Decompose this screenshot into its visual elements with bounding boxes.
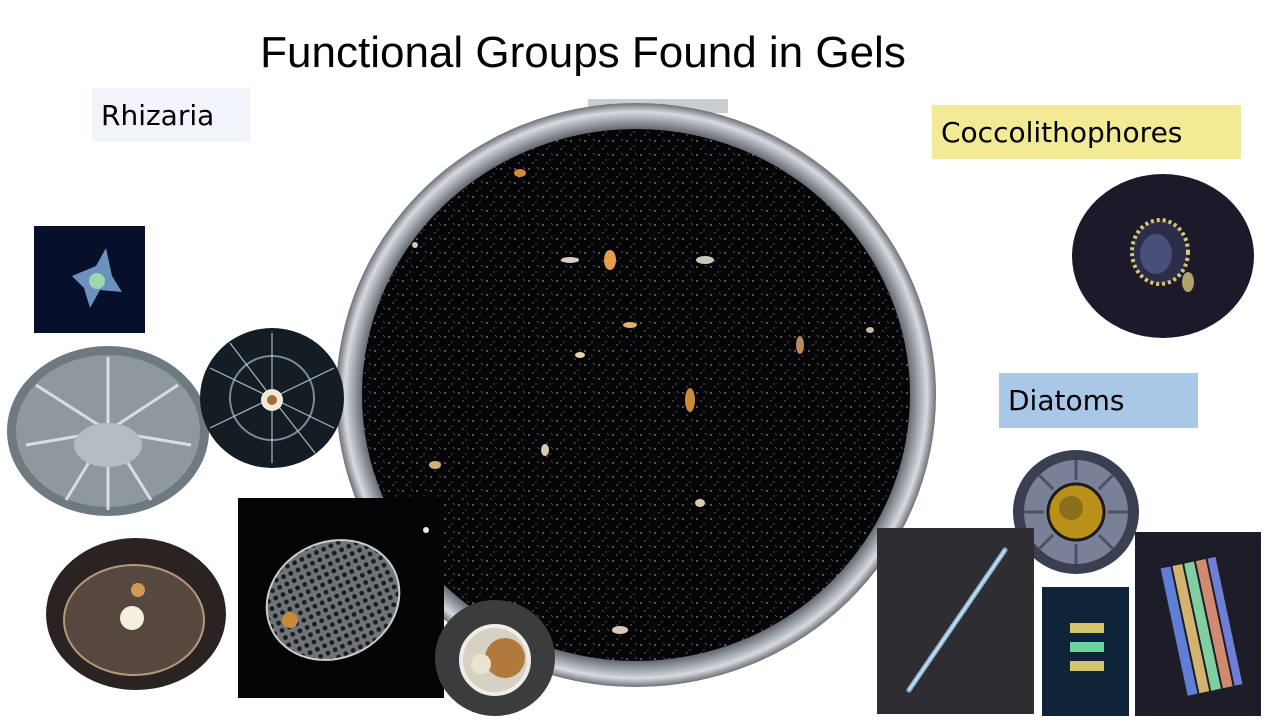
diatom-photo-3 (1042, 587, 1129, 716)
rhizaria-label: Rhizaria (92, 88, 250, 142)
rhizaria-photo-5 (238, 498, 444, 698)
petri-dish-image (336, 99, 936, 687)
rhizaria-photo-6 (435, 600, 555, 716)
rhizaria-photo-1 (34, 226, 145, 333)
diatoms-label: Diatoms (999, 373, 1198, 428)
rhizaria-photo-2 (7, 346, 209, 516)
coccolithophores-label: Coccolithophores (932, 105, 1241, 159)
diatom-photo-2 (877, 528, 1034, 714)
coccolithophore-photo (1072, 174, 1254, 338)
rhizaria-photo-4 (46, 538, 226, 690)
slide-title: Functional Groups Found in Gels (260, 28, 906, 77)
diatom-photo-1 (1013, 450, 1139, 574)
diatom-photo-4 (1135, 532, 1261, 716)
rhizaria-photo-3 (200, 328, 344, 468)
